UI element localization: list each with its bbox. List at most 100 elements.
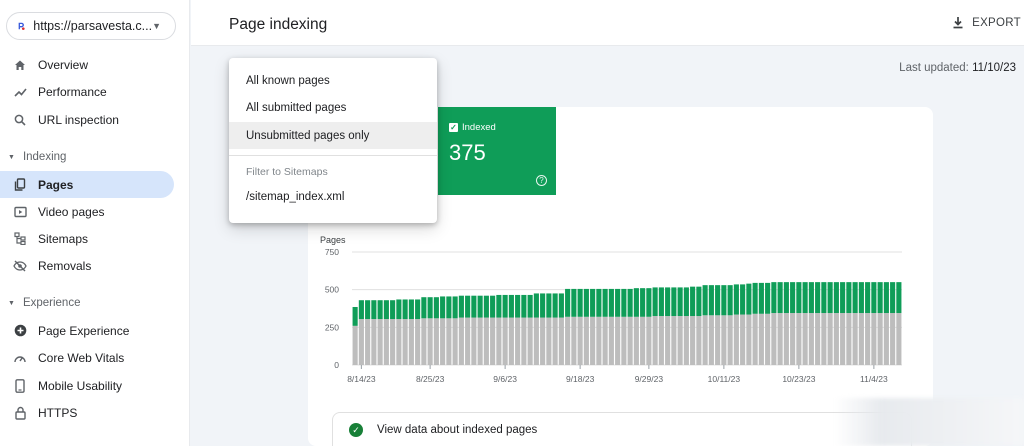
bar-not-indexed [796,313,802,365]
sidebar-item-sitemaps[interactable]: Sitemaps [0,225,174,252]
property-selector[interactable]: https://parsavesta.c... ▼ [6,12,176,40]
bar-indexed [633,288,639,317]
sidebar-item-performance[interactable]: Performance [0,78,174,105]
bar-indexed [415,299,421,320]
bar-not-indexed [721,315,727,365]
section-experience[interactable]: ▼ Experience [0,292,174,314]
indexed-data-link[interactable]: ✓ View data about indexed pages [332,412,912,446]
bar-not-indexed [608,316,614,365]
sidebar-item-label: Video pages [38,204,105,219]
bar-indexed [696,286,702,317]
bar-not-indexed [821,313,827,365]
bar-not-indexed [858,313,864,365]
bar-indexed [721,285,727,316]
help-icon[interactable]: ? [536,175,547,186]
bar-not-indexed [490,317,496,365]
bar-indexed [458,295,464,318]
bar-indexed [771,282,777,314]
menu-divider [229,155,437,156]
bar-indexed [796,282,802,314]
video-icon [13,205,27,219]
bar-not-indexed [515,317,521,365]
sidebar-item-label: Overview [38,57,89,72]
bar-not-indexed [402,319,408,365]
bar-indexed [758,282,764,314]
indexed-summary-card[interactable]: ✓ Indexed 375 ? [438,107,556,195]
bar-indexed [358,300,364,320]
bar-indexed [371,300,377,320]
bar-not-indexed [646,316,652,365]
menu-item-all-submitted-pages[interactable]: All submitted pages [246,101,347,114]
bar-not-indexed [390,319,396,365]
collapse-triangle-icon: ▼ [8,299,15,307]
bar-indexed [465,295,471,318]
bar-indexed [496,294,502,318]
bar-not-indexed [477,317,483,365]
bar-not-indexed [683,316,689,365]
bar-indexed [840,282,846,314]
bar-not-indexed [502,317,508,365]
bar-not-indexed [565,316,571,365]
y-tick-label: 0 [334,360,339,370]
section-label: Indexing [22,151,67,163]
bar-indexed [708,285,714,316]
export-label: EXPORT [972,16,1021,29]
bar-indexed [777,282,783,314]
bar-indexed [733,284,739,315]
sidebar-item-https[interactable]: HTTPS [0,399,174,426]
x-tick-label: 8/14/23 [347,374,376,384]
sidebar-item-video-pages[interactable]: Video pages [0,198,174,225]
sidebar-item-overview[interactable]: Overview [0,51,174,78]
bar-not-indexed [408,319,414,365]
checkbox-checked-icon[interactable]: ✓ [449,123,458,132]
download-icon [953,17,963,29]
bar-indexed [527,294,533,318]
bar-not-indexed [652,316,658,365]
menu-item-sitemap[interactable]: /sitemap_index.xml [246,190,345,203]
sidebar-item-url-inspection[interactable]: URL inspection [0,106,174,133]
sidebar-item-core-web-vitals[interactable]: Core Web Vitals [0,344,174,371]
bar-indexed [396,299,402,320]
eye-off-icon [13,259,27,273]
bar-not-indexed [783,313,789,365]
sidebar-item-label: Pages [38,177,74,192]
y-tick-label: 250 [325,322,339,332]
bar-indexed [552,293,558,318]
sidebar-item-removals[interactable]: Removals [0,252,174,279]
bar-not-indexed [552,317,558,365]
home-icon [13,58,27,72]
y-tick-label: 750 [325,247,339,257]
bar-not-indexed [690,316,696,365]
bar-not-indexed [433,318,439,365]
bar-indexed [583,288,589,317]
section-indexing[interactable]: ▼ Indexing [0,146,174,168]
bar-not-indexed [815,313,821,365]
bar-not-indexed [808,313,814,365]
bar-indexed [865,282,871,314]
sidebar-item-page-experience[interactable]: Page Experience [0,317,174,344]
bar-indexed [746,283,752,315]
bar-indexed [727,285,733,316]
bar-not-indexed [377,319,383,365]
menu-item-all-known-pages[interactable]: All known pages [246,74,330,87]
export-button[interactable]: EXPORT [952,16,1021,29]
last-updated-value: 11/10/23 [972,62,1016,74]
filter-dropdown-menu: All known pages All submitted pages Unsu… [229,58,437,223]
x-tick-label: 10/11/23 [708,374,741,384]
bar-indexed [752,282,758,314]
sidebar-item-mobile-usability[interactable]: Mobile Usability [0,372,174,399]
bar-not-indexed [483,317,489,365]
bar-not-indexed [458,317,464,365]
bar-indexed [427,297,433,319]
y-tick-label: 500 [325,285,339,295]
bar-indexed [483,295,489,318]
menu-item-unsubmitted-pages-only[interactable]: Unsubmitted pages only [229,122,437,149]
bar-not-indexed [833,313,839,365]
bar-not-indexed [696,316,702,365]
bar-not-indexed [508,317,514,365]
sidebar-item-pages[interactable]: Pages [0,171,174,198]
bar-not-indexed [777,313,783,365]
bar-indexed [765,282,771,314]
bar-indexed [365,300,371,320]
y-axis-label: Pages [320,235,346,245]
